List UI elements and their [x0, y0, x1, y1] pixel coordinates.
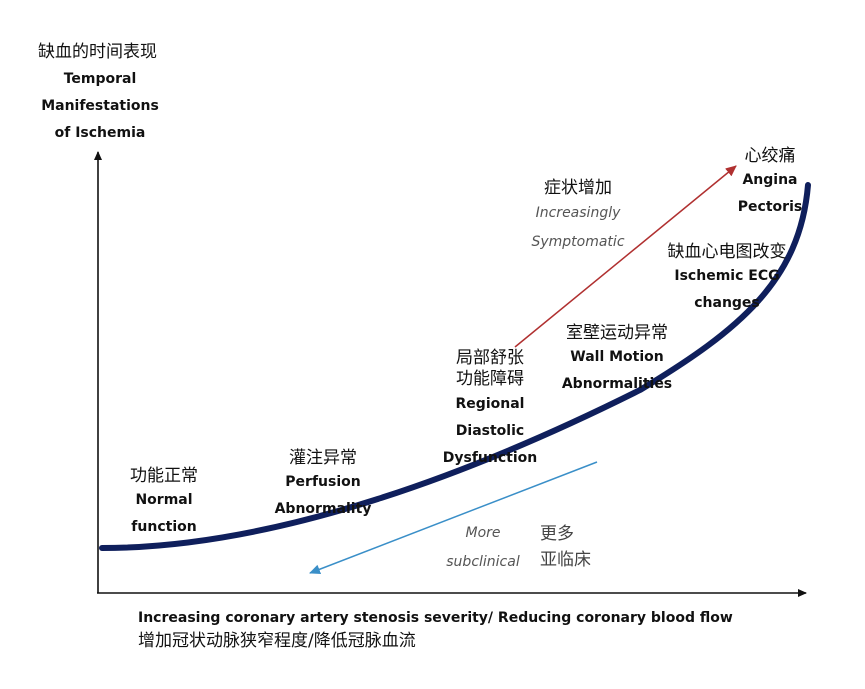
increasingly-symptomatic-label: 症状增加 Increasingly Symptomatic: [522, 178, 634, 257]
stage-perfusion-abnormality-en-line-1: Perfusion: [285, 474, 361, 491]
y-axis-title-en-line-1: Temporal: [63, 71, 137, 87]
stage-regional-diastolic-dysfunction-en-line-2: Diastolic: [455, 422, 525, 439]
y-axis-title: 缺血的时间表现: [38, 40, 178, 64]
stage-normal-function-en-line-1: Normal: [135, 492, 193, 509]
more-subclinical-en-line-1: More: [465, 525, 501, 541]
y-axis-title-en: Temporal Manifestations of Ischemia: [30, 66, 170, 147]
stage-angina-pectoris-cn: 心绞痛: [744, 146, 796, 166]
increasingly-symptomatic-cn: 症状增加: [544, 178, 612, 198]
stage-regional-diastolic-dysfunction-en-line-1: Regional: [455, 395, 525, 412]
more-subclinical-label-en: More subclinical: [436, 519, 530, 577]
stage-normal-function-en-line-2: function: [131, 519, 197, 536]
stage-wall-motion-abnormalities-en-line-1: Wall Motion: [570, 349, 664, 366]
stage-perfusion-abnormality-en-line-2: Abnormality: [274, 501, 372, 518]
increasingly-symptomatic-en-line-1: Increasingly: [535, 205, 621, 222]
stage-angina-pectoris-en-line-2: Pectoris: [737, 199, 803, 216]
stage-regional-diastolic-dysfunction-cn-line-2: 功能障碍: [456, 369, 524, 390]
more-subclinical-cn-line-1: 更多: [540, 524, 574, 544]
stage-wall-motion-abnormalities-en-line-2: Abnormalities: [561, 376, 673, 393]
y-axis-title-en-line-3: of Ischemia: [54, 125, 146, 141]
increasingly-symptomatic-arrow: [514, 165, 737, 348]
x-axis-title: Increasing coronary artery stenosis seve…: [138, 607, 778, 653]
stage-ischemic-ecg-changes: 缺血心电图改变 Ischemic ECG changes: [652, 242, 802, 317]
stage-ischemic-ecg-changes-en-line-2: changes: [694, 295, 760, 312]
stage-normal-function: 功能正常 Normal function: [104, 466, 224, 541]
stage-regional-diastolic-dysfunction-cn-line-1: 局部舒张: [456, 348, 524, 368]
stage-angina-pectoris: 心绞痛 Angina Pectoris: [728, 146, 812, 221]
stage-angina-pectoris-en-line-1: Angina: [742, 172, 798, 189]
x-axis-title-cn: 增加冠状动脉狭窄程度/降低冠脉血流: [138, 631, 416, 651]
more-subclinical-cn-line-2: 亚临床: [540, 550, 591, 570]
stage-normal-function-cn: 功能正常: [130, 466, 198, 486]
stage-regional-diastolic-dysfunction-en-line-3: Dysfunction: [442, 449, 538, 466]
stage-perfusion-abnormality: 灌注异常 Perfusion Abnormality: [258, 448, 388, 523]
stage-regional-diastolic-dysfunction: 局部舒张 功能障碍 Regional Diastolic Dysfunction: [432, 348, 548, 472]
x-axis-title-en: Increasing coronary artery stenosis seve…: [138, 610, 733, 626]
y-axis-title-en-line-2: Manifestations: [41, 98, 159, 114]
stage-ischemic-ecg-changes-en-line-1: Ischemic ECG: [674, 268, 780, 285]
more-subclinical-en-line-2: subclinical: [446, 554, 520, 570]
y-axis-title-cn: 缺血的时间表现: [38, 42, 157, 62]
more-subclinical-arrow: [309, 461, 598, 575]
stage-wall-motion-abnormalities-cn: 室壁运动异常: [566, 323, 668, 343]
increasingly-symptomatic-en-line-2: Symptomatic: [531, 234, 625, 251]
stage-perfusion-abnormality-cn: 灌注异常: [289, 448, 357, 468]
stage-wall-motion-abnormalities: 室壁运动异常 Wall Motion Abnormalities: [552, 323, 682, 398]
ischemia-curve: [99, 182, 811, 551]
stage-ischemic-ecg-changes-cn: 缺血心电图改变: [667, 242, 787, 262]
more-subclinical-label-cn: 更多 亚临床: [540, 521, 610, 573]
